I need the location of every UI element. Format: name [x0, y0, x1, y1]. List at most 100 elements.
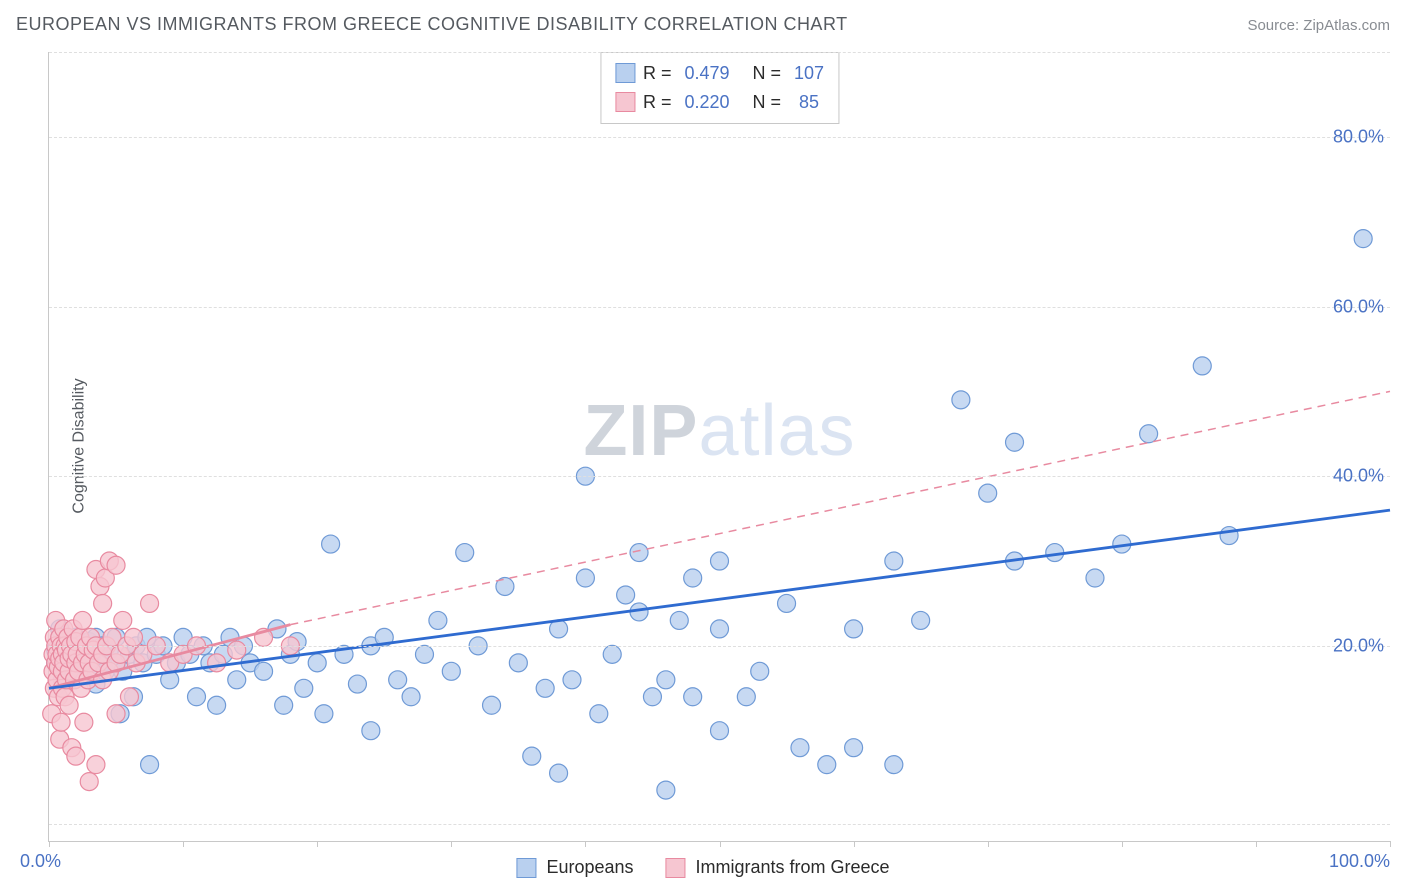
- data-point: [275, 696, 293, 714]
- x-tick: [183, 841, 184, 847]
- legend-label: Europeans: [546, 857, 633, 878]
- legend-swatch: [615, 63, 635, 83]
- data-point: [684, 569, 702, 587]
- y-tick-label: 80.0%: [1333, 126, 1384, 147]
- data-point: [228, 671, 246, 689]
- data-point: [845, 739, 863, 757]
- legend-item: Immigrants from Greece: [666, 857, 890, 878]
- data-point: [322, 535, 340, 553]
- gridline: [49, 307, 1390, 308]
- data-point: [845, 620, 863, 638]
- data-point: [141, 594, 159, 612]
- data-point: [456, 544, 474, 562]
- data-point: [523, 747, 541, 765]
- data-point: [576, 569, 594, 587]
- data-point: [818, 756, 836, 774]
- data-point: [94, 594, 112, 612]
- trend-line: [49, 510, 1390, 688]
- data-point: [120, 688, 138, 706]
- data-point: [711, 722, 729, 740]
- trend-line-dashed: [290, 391, 1390, 624]
- legend-item: Europeans: [516, 857, 633, 878]
- x-tick: [451, 841, 452, 847]
- x-tick: [720, 841, 721, 847]
- x-tick: [1256, 841, 1257, 847]
- data-point: [114, 611, 132, 629]
- data-point: [550, 764, 568, 782]
- data-point: [362, 722, 380, 740]
- data-point: [67, 747, 85, 765]
- data-point: [563, 671, 581, 689]
- data-point: [228, 641, 246, 659]
- data-point: [255, 662, 273, 680]
- legend-swatch: [666, 858, 686, 878]
- plot-area: ZIPatlas R = 0.479 N = 107R = 0.220 N = …: [48, 52, 1390, 842]
- data-point: [590, 705, 608, 723]
- data-point: [617, 586, 635, 604]
- legend-label: Immigrants from Greece: [696, 857, 890, 878]
- data-point: [415, 645, 433, 663]
- data-point: [670, 611, 688, 629]
- data-point: [711, 552, 729, 570]
- x-axis-min-label: 0.0%: [20, 851, 61, 872]
- data-point: [643, 688, 661, 706]
- x-tick: [1122, 841, 1123, 847]
- x-axis-max-label: 100.0%: [1329, 851, 1390, 872]
- y-tick-label: 40.0%: [1333, 466, 1384, 487]
- data-point: [402, 688, 420, 706]
- x-tick: [988, 841, 989, 847]
- x-tick: [317, 841, 318, 847]
- data-point: [208, 696, 226, 714]
- data-point: [536, 679, 554, 697]
- data-point: [912, 611, 930, 629]
- stats-legend-row: R = 0.479 N = 107: [615, 59, 824, 88]
- stats-legend: R = 0.479 N = 107R = 0.220 N = 85: [600, 52, 839, 124]
- legend-swatch: [615, 92, 635, 112]
- data-point: [308, 654, 326, 672]
- data-point: [52, 713, 70, 731]
- data-point: [208, 654, 226, 672]
- data-point: [751, 662, 769, 680]
- data-point: [124, 628, 142, 646]
- x-tick: [854, 841, 855, 847]
- data-point: [737, 688, 755, 706]
- data-point: [1354, 230, 1372, 248]
- data-point: [295, 679, 313, 697]
- data-point: [952, 391, 970, 409]
- data-point: [711, 620, 729, 638]
- data-point: [141, 756, 159, 774]
- data-point: [1140, 425, 1158, 443]
- data-point: [979, 484, 997, 502]
- data-point: [509, 654, 527, 672]
- series-legend: Europeans Immigrants from Greece: [516, 857, 889, 878]
- data-point: [1086, 569, 1104, 587]
- data-point: [791, 739, 809, 757]
- data-point: [348, 675, 366, 693]
- data-point: [657, 671, 675, 689]
- data-point: [107, 705, 125, 723]
- data-point: [74, 611, 92, 629]
- x-tick: [1390, 841, 1391, 847]
- data-point: [1193, 357, 1211, 375]
- x-tick: [585, 841, 586, 847]
- x-tick: [49, 841, 50, 847]
- gridline: [49, 52, 1390, 53]
- gridline: [49, 476, 1390, 477]
- data-point: [885, 756, 903, 774]
- data-point: [1006, 433, 1024, 451]
- data-point: [429, 611, 447, 629]
- legend-swatch: [516, 858, 536, 878]
- gridline: [49, 824, 1390, 825]
- data-point: [684, 688, 702, 706]
- data-point: [188, 688, 206, 706]
- data-point: [603, 645, 621, 663]
- gridline: [49, 137, 1390, 138]
- y-tick-label: 20.0%: [1333, 635, 1384, 656]
- chart-title: EUROPEAN VS IMMIGRANTS FROM GREECE COGNI…: [16, 14, 848, 35]
- data-point: [483, 696, 501, 714]
- scatter-plot: [49, 52, 1390, 841]
- y-tick-label: 60.0%: [1333, 296, 1384, 317]
- data-point: [885, 552, 903, 570]
- data-point: [442, 662, 460, 680]
- data-point: [657, 781, 675, 799]
